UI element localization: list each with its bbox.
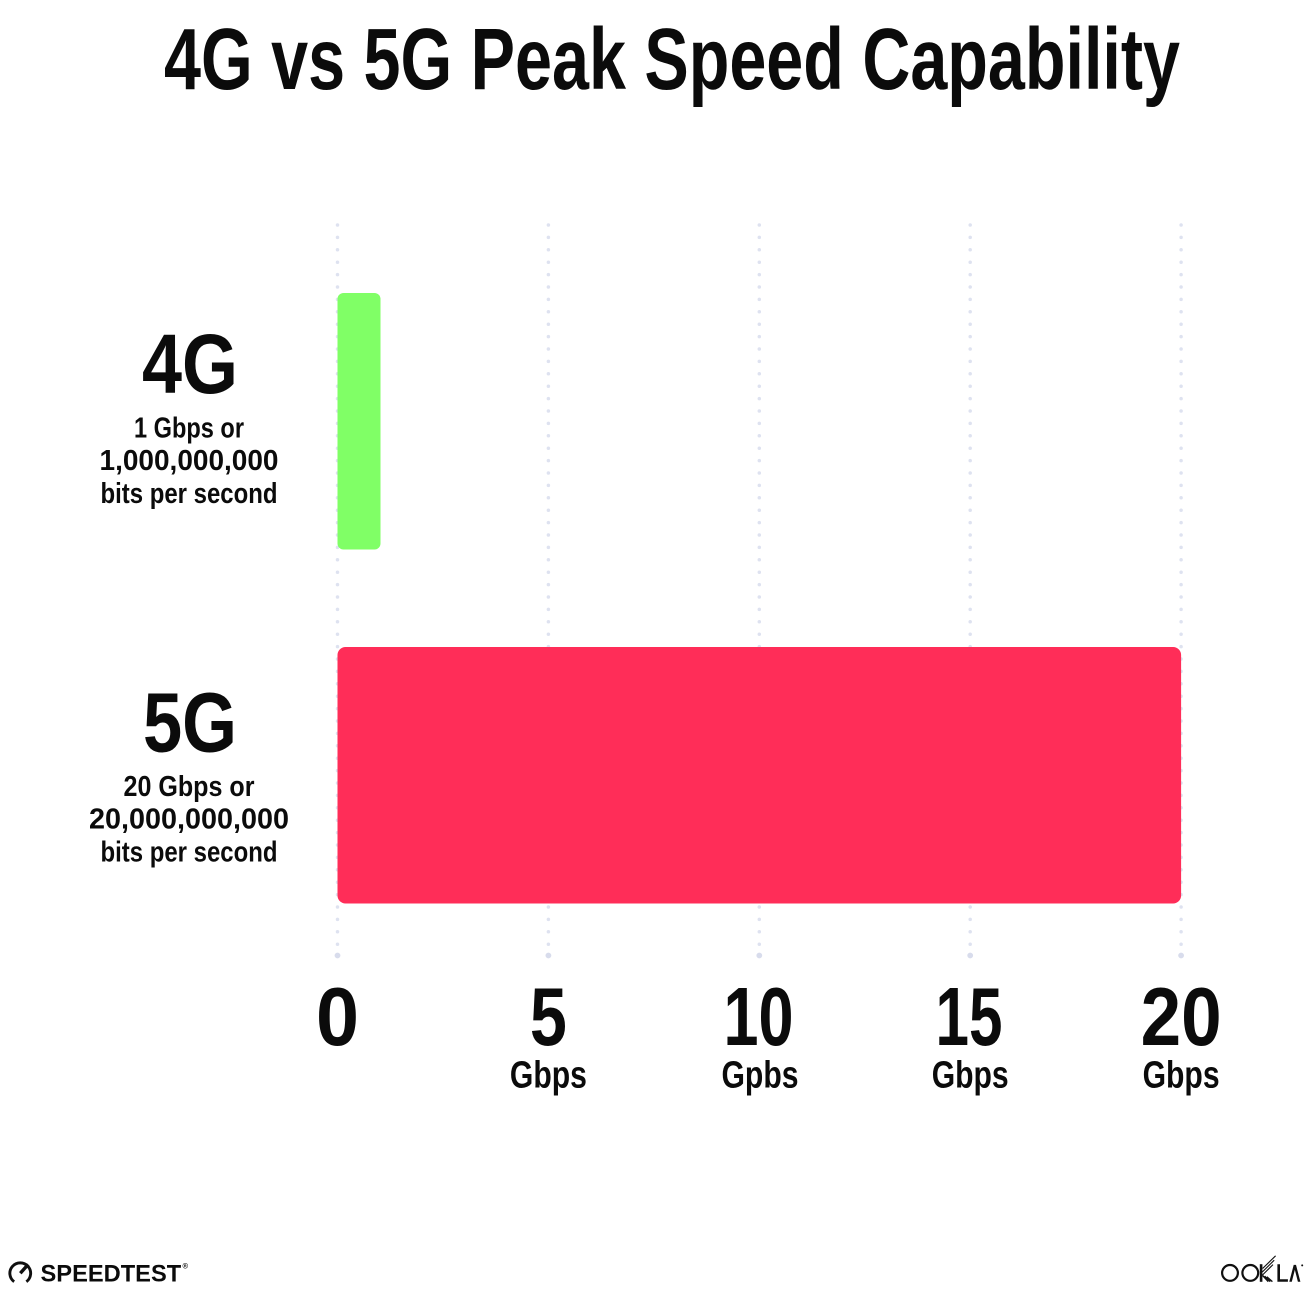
svg-text:4G: 4G <box>142 317 238 411</box>
svg-text:1,000,000,000: 1,000,000,000 <box>100 445 279 477</box>
svg-text:SPEEDTEST: SPEEDTEST <box>41 1260 182 1287</box>
svg-text:5: 5 <box>530 970 567 1063</box>
svg-text:15: 15 <box>936 970 1003 1063</box>
svg-text:Gbps: Gbps <box>510 1055 587 1097</box>
svg-text:Gbps: Gbps <box>932 1055 1009 1097</box>
svg-text:20,000,000,000: 20,000,000,000 <box>89 804 289 836</box>
svg-text:1 Gbps or: 1 Gbps or <box>134 413 244 445</box>
svg-text:bits per second: bits per second <box>101 478 278 510</box>
svg-text:Gbps: Gbps <box>1143 1055 1220 1097</box>
svg-text:10: 10 <box>724 970 794 1063</box>
svg-text:20: 20 <box>1141 970 1222 1063</box>
svg-text:bits per second: bits per second <box>101 837 278 869</box>
svg-text:®: ® <box>183 1262 189 1271</box>
svg-text:5G: 5G <box>143 676 237 770</box>
svg-text:Gpbs: Gpbs <box>722 1055 799 1097</box>
svg-text:20 Gbps or: 20 Gbps or <box>124 771 255 803</box>
svg-text:4G vs 5G Peak Speed Capability: 4G vs 5G Peak Speed Capability <box>164 11 1180 108</box>
svg-text:0: 0 <box>316 970 359 1063</box>
